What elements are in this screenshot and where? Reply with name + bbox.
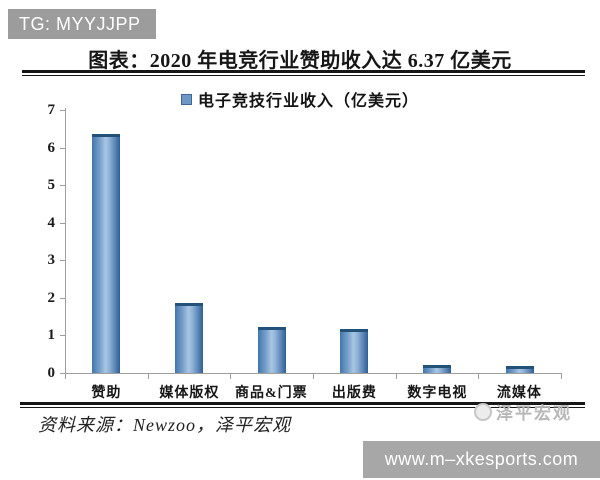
x-tick-label-出版费: 出版费	[331, 386, 377, 401]
y-tick-label: 0	[47, 365, 56, 381]
x-tick-label-流媒体: 流媒体	[496, 386, 542, 401]
bar-数字电视	[423, 365, 451, 373]
zeping-logo-icon	[474, 402, 492, 421]
bar-出版费	[340, 329, 368, 373]
bar-商品&门票	[258, 327, 286, 373]
x-tick	[395, 374, 397, 379]
bar-赞助	[92, 134, 120, 373]
bar-流媒体	[506, 366, 534, 373]
page-title: 图表：2020 年电竞行业赞助收入达 6.37 亿美元	[88, 50, 512, 72]
x-tick-label-赞助: 赞助	[91, 386, 122, 401]
y-tick-label: 1	[47, 327, 56, 344]
title-underline	[22, 70, 585, 76]
y-tick-label: 6	[47, 139, 56, 156]
x-tick	[65, 374, 66, 379]
y-tick	[60, 260, 65, 262]
y-tick-label: 3	[47, 252, 56, 269]
legend-label: 电子竞技行业收入（亿美元）	[197, 93, 419, 110]
y-tick-label: 5	[47, 177, 56, 194]
chart-legend: 电子竞技行业收入（亿美元）	[0, 89, 600, 110]
x-axis	[65, 373, 562, 374]
x-tick	[561, 374, 562, 379]
bar-媒体版权	[175, 303, 203, 373]
source-note: 资料来源：Newzoo，泽平宏观	[38, 415, 292, 435]
watermark-label: 泽平宏观	[496, 404, 572, 423]
x-tick	[478, 374, 480, 379]
x-tick	[230, 374, 232, 379]
y-tick-label: 2	[47, 289, 56, 306]
y-tick	[60, 185, 65, 187]
y-tick-label: 7	[47, 102, 56, 118]
y-axis	[65, 108, 66, 374]
x-tick-label-数字电视: 数字电视	[407, 386, 468, 401]
site-url-badge: www.m–xkesports.com	[363, 441, 600, 478]
y-tick	[60, 373, 65, 374]
footer-divider	[20, 402, 585, 408]
zeping-watermark: 泽平宏观	[474, 399, 572, 424]
x-tick-label-商品&门票: 商品&门票	[234, 386, 308, 401]
y-tick	[60, 297, 65, 299]
y-tick	[60, 222, 65, 224]
y-tick	[60, 335, 65, 337]
legend-swatch-icon	[180, 93, 192, 105]
x-tick	[313, 374, 314, 379]
x-tick	[147, 374, 149, 379]
x-tick-label-媒体版权: 媒体版权	[159, 386, 220, 401]
y-tick-label: 4	[47, 214, 56, 231]
y-tick	[60, 110, 65, 111]
y-tick	[60, 147, 65, 149]
telegram-badge: TG: MYYJJPP	[8, 9, 156, 39]
